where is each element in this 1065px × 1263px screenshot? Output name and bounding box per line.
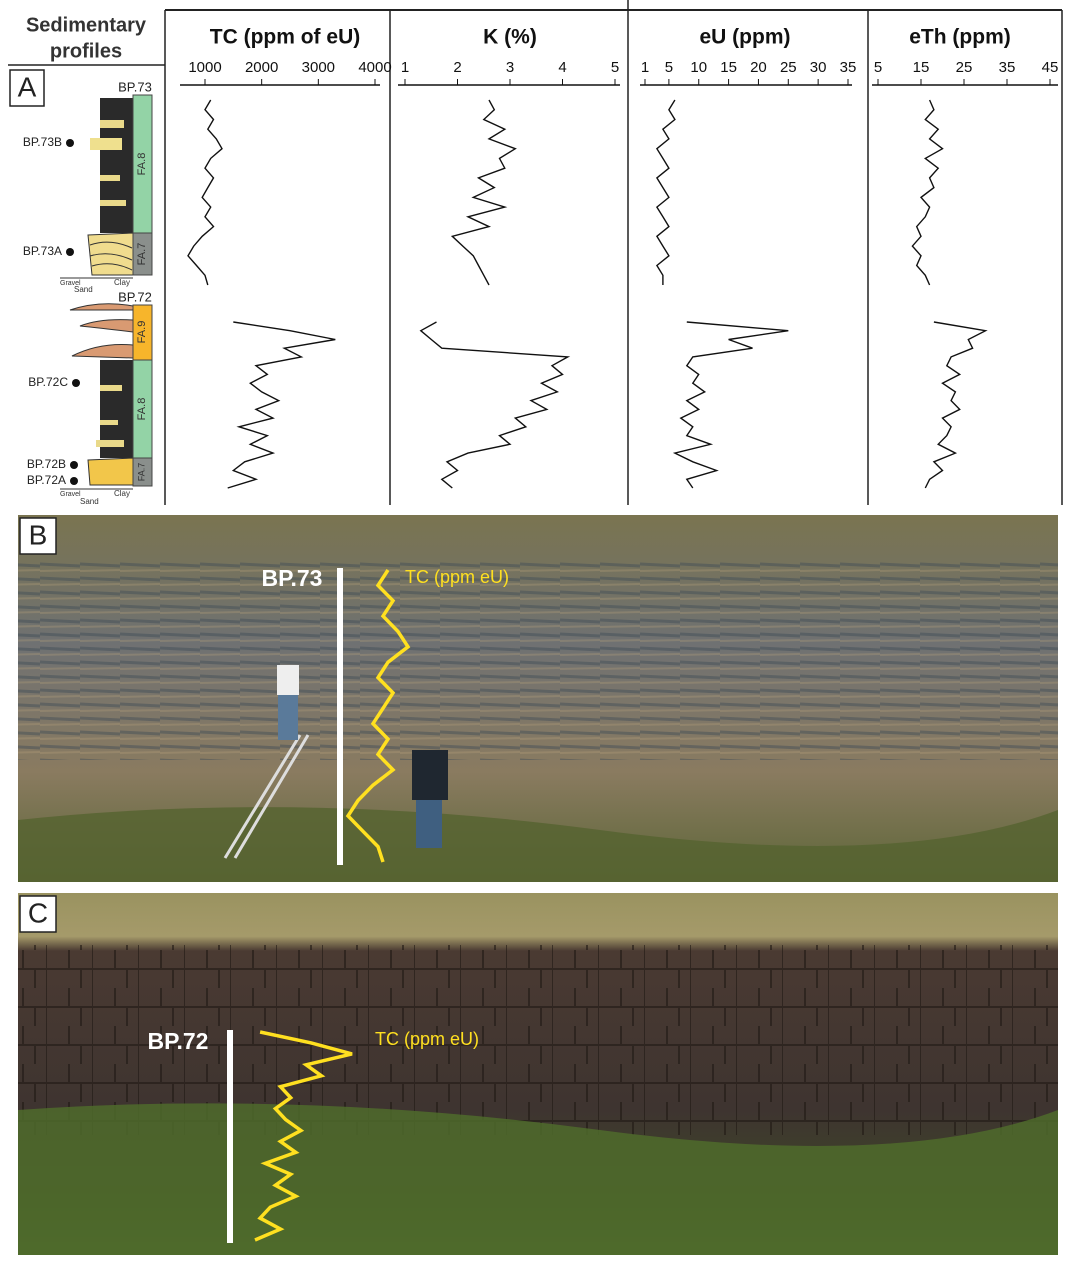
track-title: eU (ppm) [700,26,791,49]
x-tick-label: 4000 [358,59,391,76]
facies-label: FA.8 [136,153,148,176]
facies-label: FA.7 [136,463,146,482]
x-tick-label: 5 [611,59,619,76]
strat-bed [70,304,133,358]
log-curve [657,100,675,285]
strat-bed [88,458,133,485]
track-title: K (%) [483,26,537,49]
x-tick-label: 1000 [188,59,221,76]
profile-name: BP.72 [118,289,152,304]
panel-label: B [29,519,48,550]
grain-label: Clay [114,278,130,287]
x-tick-label: 2 [453,59,461,76]
grain-label: Sand [80,497,99,506]
figure: Sedimentary profiles A [0,0,1065,1263]
panel-c: C BP.72 TC (ppm eU) [18,893,1058,1255]
photo-texture [18,560,1058,760]
x-tick-label: 3 [506,59,514,76]
facies-label: FA.9 [136,321,148,344]
x-tick-label: 45 [1042,59,1059,76]
photo-person [278,695,298,740]
facies-label: FA.8 [136,398,148,421]
profile-name: BP.73 [118,79,152,94]
x-tick-label: 10 [690,59,707,76]
panel-b: B BP.73 TC (ppm eU) [18,515,1058,882]
photo-person [277,665,299,695]
panel-a: Sedimentary profiles A [8,0,1062,506]
x-tick-label: 25 [956,59,973,76]
sample-dot [66,248,74,256]
log-curve [925,322,985,488]
photo-person [412,750,448,800]
x-tick-label: 3000 [302,59,335,76]
x-tick-label: 15 [913,59,930,76]
log-curve [228,322,336,488]
sample-dot [70,477,78,485]
strat-body [100,98,133,233]
x-tick-label: 25 [780,59,797,76]
strat-bed [96,440,124,447]
x-tick-label: 35 [999,59,1016,76]
sample-label: BP.72A [27,473,66,487]
section-bar [227,1030,233,1243]
sample-label: BP.72C [28,375,68,389]
log-curve [452,100,515,285]
log-curve [675,322,788,488]
x-tick-label: 5 [665,59,673,76]
x-tick-label: 4 [558,59,566,76]
curve-label: TC (ppm eU) [405,567,509,587]
profile-title-line: profiles [50,40,122,62]
x-tick-label: 30 [810,59,827,76]
track-title: TC (ppm of eU) [210,26,360,49]
log-curve [912,100,942,285]
x-tick-label: 1 [641,59,649,76]
x-tick-label: 20 [750,59,767,76]
log-curve [188,100,222,285]
page: Sedimentary profiles A [0,0,1065,1263]
sample-label: BP.72B [27,457,66,471]
x-tick-label: 1 [401,59,409,76]
sample-dot [66,139,74,147]
panel-label: C [28,897,48,928]
sample-label: BP.73B [23,135,62,149]
section-label: BP.72 [148,1028,209,1054]
grain-label: Clay [114,489,130,498]
x-tick-label: 15 [720,59,737,76]
panel-label: A [18,71,37,102]
curve-label: TC (ppm eU) [375,1029,479,1049]
strat-bed [100,120,124,128]
strat-bed [100,420,118,425]
log-curve [421,322,568,488]
track-title: eTh (ppm) [909,26,1010,49]
strat-bed [100,175,120,181]
grain-label: Gravel [60,491,81,498]
sample-dot [70,461,78,469]
strat-bed [100,385,122,391]
x-tick-label: 2000 [245,59,278,76]
section-bar [337,568,343,865]
grain-label: Sand [74,285,93,294]
photo-person [416,800,442,848]
x-tick-label: 35 [840,59,857,76]
sample-label: BP.73A [23,244,62,258]
profile-title-line: Sedimentary [26,14,147,36]
x-tick-label: 5 [874,59,882,76]
sample-dot [72,379,80,387]
strat-bed [90,138,122,150]
section-label: BP.73 [262,565,323,591]
strat-bed [100,200,126,206]
facies-label: FA.7 [136,243,148,266]
